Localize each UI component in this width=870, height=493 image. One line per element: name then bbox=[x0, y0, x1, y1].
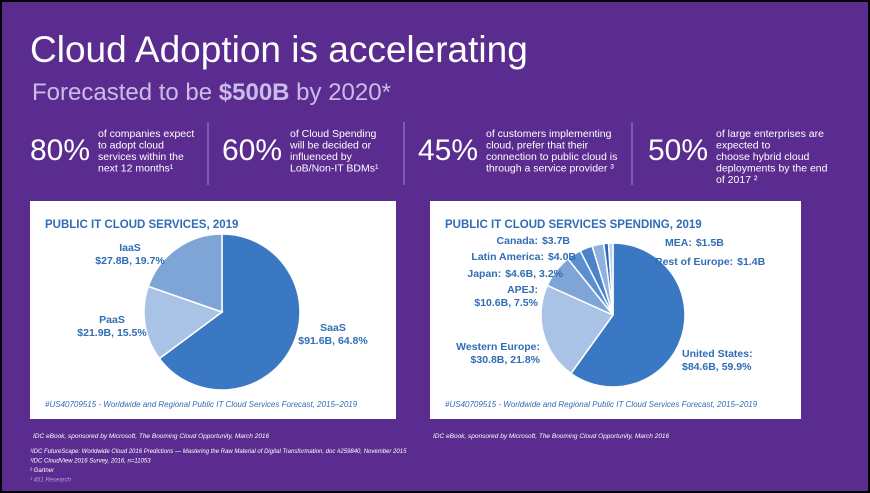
pie-slice bbox=[158, 233, 301, 391]
stat-text: of customers implementing bbox=[486, 128, 612, 140]
stat-text: choose hybrid cloud bbox=[716, 151, 810, 163]
stat-number: 60% bbox=[222, 134, 282, 167]
chart-caption: IDC eBook, sponsored by Microsoft, The B… bbox=[433, 433, 670, 440]
footnote: ¹IDC CloudView 2016 Survey, 2016, n=1105… bbox=[30, 459, 151, 465]
slice-label: IaaS $27.8B, 19.7% bbox=[95, 242, 165, 267]
stat-text: to adopt cloud bbox=[98, 140, 164, 152]
slice-label: Rest of Europe: $1.4B bbox=[655, 256, 766, 268]
slice-label: Japan: $4.6B, 3.2% bbox=[467, 268, 563, 280]
pie-slice bbox=[143, 285, 224, 360]
slice-label: Canada: $3.7B bbox=[497, 235, 571, 247]
slice-label: PaaS $21.9B, 15.5% bbox=[77, 314, 147, 339]
stat-text: of large enterprises are bbox=[716, 128, 824, 140]
slice-category: MEA: bbox=[665, 237, 692, 249]
title: Cloud Adoption is accelerating bbox=[30, 29, 528, 70]
pie-slice bbox=[569, 242, 686, 388]
slice-label: Western Europe: $30.8B, 21.8% bbox=[456, 341, 540, 366]
slice-value-label: $10.6B, 7.5% bbox=[474, 297, 538, 309]
subtitle-bold: $500B bbox=[219, 79, 290, 106]
stat-text: cloud, prefer that their bbox=[486, 140, 589, 152]
pie-slice bbox=[607, 242, 614, 316]
slice-value-label: $21.9B, 15.5% bbox=[77, 327, 147, 339]
slice-category: PaaS bbox=[99, 314, 125, 326]
footnote: ¹IDC FutureScape: Worldwide Cloud 2016 P… bbox=[30, 449, 407, 455]
slice-category: Rest of Europe: bbox=[655, 256, 733, 268]
stat-text: will be decided or bbox=[289, 140, 372, 152]
slice-value-label: $1.5B bbox=[696, 237, 724, 249]
chart-title: PUBLIC IT CLOUD SERVICES SPENDING, 2019 bbox=[445, 219, 702, 231]
slice-label: APEJ: $10.6B, 7.5% bbox=[474, 284, 538, 309]
stat-text: LoB/Non-IT BDMs¹ bbox=[290, 163, 379, 175]
stat-text: of Cloud Spending bbox=[290, 128, 377, 140]
slice-category: SaaS bbox=[320, 322, 346, 334]
slice-value-label: $30.8B, 21.8% bbox=[471, 354, 541, 366]
stat-number: 50% bbox=[648, 134, 708, 167]
slice-category: United States: bbox=[682, 348, 753, 360]
chart-source: #US40709515 - Worldwide and Regional Pub… bbox=[445, 400, 758, 409]
footnote: ³ 451 Research bbox=[30, 478, 72, 484]
slice-category: IaaS bbox=[119, 242, 141, 254]
stat-text: of 2017 ² bbox=[716, 174, 758, 186]
pie-slice bbox=[147, 233, 223, 314]
slice-category: Canada: bbox=[497, 235, 538, 247]
slice-value-label: $84.6B, 59.9% bbox=[682, 361, 752, 373]
slice-value-label: $3.7B bbox=[542, 235, 570, 247]
slice-category: Japan: bbox=[467, 268, 501, 280]
slice-value-label: $27.8B, 19.7% bbox=[95, 255, 165, 267]
stat-text: through a service provider ³ bbox=[486, 163, 614, 175]
stat-number: 80% bbox=[30, 134, 90, 167]
subtitle-part: by 2020* bbox=[290, 79, 391, 106]
slice-value-label: $1.4B bbox=[737, 256, 765, 268]
subtitle-part: Forecasted to be bbox=[32, 79, 219, 106]
slice-value-label: $4.6B, 3.2% bbox=[505, 268, 563, 280]
slice-label: MEA: $1.5B bbox=[665, 237, 724, 249]
stat-text: influenced by bbox=[290, 151, 353, 163]
chart-source: #US40709515 - Worldwide and Regional Pub… bbox=[45, 400, 358, 409]
slice-category: Latin America: bbox=[471, 251, 544, 263]
stat-text: expected to bbox=[716, 140, 770, 152]
chart-caption: IDC eBook, sponsored by Microsoft, The B… bbox=[33, 433, 270, 440]
slice-category: APEJ: bbox=[507, 284, 538, 296]
slice-label: Latin America: $4.0B bbox=[471, 251, 576, 263]
stat-number: 45% bbox=[418, 134, 478, 167]
slice-value-label: $91.6B, 64.8% bbox=[298, 335, 368, 347]
stat-text: deployments by the end bbox=[716, 163, 828, 175]
stat-text: next 12 months¹ bbox=[98, 163, 174, 175]
subtitle: Forecasted to be $500B by 2020* bbox=[32, 79, 391, 106]
chart-title: PUBLIC IT CLOUD SERVICES, 2019 bbox=[45, 219, 238, 231]
stat-text: of companies expect bbox=[98, 128, 194, 140]
slice-category: Western Europe: bbox=[456, 341, 540, 353]
stat-text: services within the bbox=[98, 151, 184, 163]
slice-value-label: $4.0B bbox=[548, 251, 576, 263]
footnote: ² Gartner bbox=[30, 468, 55, 474]
slice-label: United States: $84.6B, 59.9% bbox=[682, 348, 753, 373]
slice-label: SaaS $91.6B, 64.8% bbox=[298, 322, 368, 347]
dividers bbox=[207, 122, 633, 185]
stat-text: connection to public cloud is bbox=[486, 151, 617, 163]
